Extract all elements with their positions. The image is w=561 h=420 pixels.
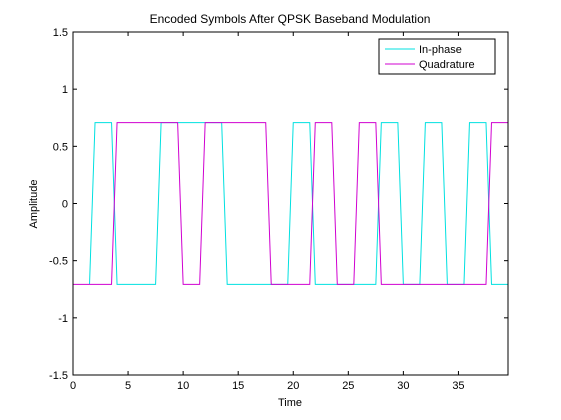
y-tick-label: -1.5: [49, 370, 68, 382]
x-axis-label: Time: [278, 397, 302, 409]
legend: In-phase Quadrature: [378, 38, 496, 75]
series-line-quadrature: [73, 122, 508, 285]
y-axis-label: Amplitude: [28, 180, 40, 229]
y-tick-label: -0.5: [49, 256, 68, 268]
legend-box: [378, 38, 496, 75]
x-tick-label: 25: [342, 380, 354, 392]
chart-title: Encoded Symbols After QPSK Baseband Modu…: [150, 12, 431, 26]
y-tick-label: 1: [62, 84, 68, 96]
y-tick-label: -1: [58, 313, 68, 325]
x-tick-label: 20: [287, 380, 299, 392]
x-tick-label: 15: [232, 380, 244, 392]
x-tick-label: 10: [177, 380, 189, 392]
x-tick-label: 0: [70, 380, 76, 392]
y-tick-label: 0.5: [53, 141, 68, 153]
y-tick-label: 1.5: [53, 27, 68, 39]
legend-entry: In-phase: [419, 44, 462, 56]
legend-entry: Quadrature: [419, 59, 475, 71]
x-tick-label: 35: [452, 380, 464, 392]
plot-area: [72, 31, 509, 376]
x-tick-label: 5: [125, 380, 131, 392]
x-axis: 0 5 10 15 20 25 30 35: [70, 32, 465, 392]
y-tick-label: 0: [62, 199, 68, 211]
x-tick-label: 30: [397, 380, 409, 392]
series-layer: [73, 122, 508, 285]
y-axis: 1.5 1 0.5 0 -0.5 -1 -1.5: [49, 27, 508, 382]
